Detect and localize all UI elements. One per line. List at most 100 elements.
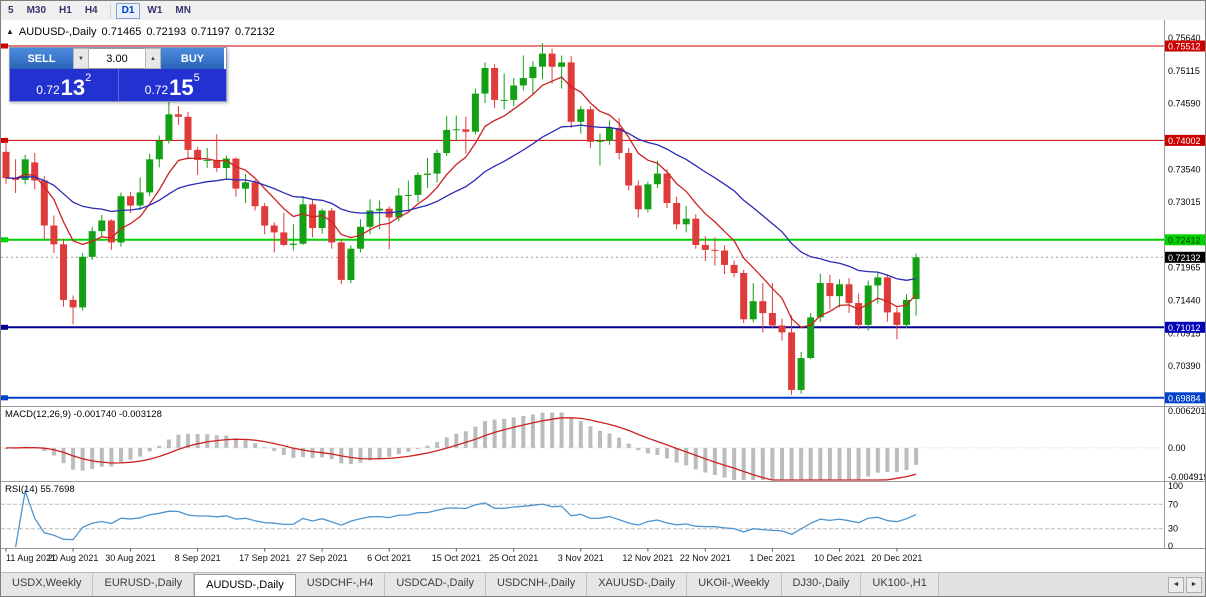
price-badge-0.71012: [1165, 321, 1205, 333]
chart-tabs: USDX,Weekly EURUSD-,Daily AUDUSD-,Daily USD…: [1, 573, 939, 596]
svg-text:0.75640: 0.75640: [1168, 33, 1201, 43]
chart-high-value: 0.72193: [146, 26, 187, 38]
chart-tab-eurusd-daily[interactable]: EURUSD-,Daily: [93, 573, 195, 596]
svg-text:0.006201: 0.006201: [1168, 406, 1205, 416]
tabs-scroll-left-button[interactable]: ◄: [1168, 576, 1184, 593]
price-badge-0.75512: [1165, 40, 1205, 52]
svg-text:12 Nov 2021: 12 Nov 2021: [622, 553, 673, 563]
candlestick-chart-canvas[interactable]: 0.75640 0.75115 0.74590 0.73540 0.73015 0.719…: [1, 20, 1205, 572]
chart-tab-audusd-daily[interactable]: AUDUSD-,Daily: [194, 574, 296, 596]
chart-tab-usdchf-h4[interactable]: USDCHF-,H4: [295, 573, 386, 596]
ma-fast-line: [5, 76, 917, 329]
level-line-handle[interactable]: [1, 237, 8, 243]
chart-tabs-bar: USDX,Weekly EURUSD-,Daily AUDUSD-,Daily USD…: [1, 572, 1205, 596]
macd-axis-labels: 0.006201 0.00 -0.004919: [1168, 406, 1205, 482]
rsi-axis-labels: 100 70 30 0: [1168, 481, 1183, 551]
svg-text:0.00: 0.00: [1168, 443, 1186, 453]
svg-text:0.75115: 0.75115: [1168, 66, 1200, 76]
svg-text:-0.004919: -0.004919: [1168, 472, 1205, 482]
svg-text:0.75512: 0.75512: [1168, 42, 1201, 52]
timeframe-button-h1[interactable]: H1: [53, 3, 78, 19]
svg-text:1 Dec 2021: 1 Dec 2021: [749, 553, 795, 563]
svg-text:0.69884: 0.69884: [1168, 393, 1201, 403]
svg-text:0.71012: 0.71012: [1168, 323, 1201, 333]
timeframe-button-mn[interactable]: MN: [169, 3, 197, 19]
svg-text:11 Aug 2021: 11 Aug 2021: [6, 553, 56, 563]
volume-decrease-button[interactable]: ▼: [73, 48, 89, 69]
svg-text:100: 100: [1168, 481, 1183, 491]
svg-text:0.70915: 0.70915: [1168, 328, 1201, 338]
chart-tab-usdcad-daily[interactable]: USDCAD-,Daily: [385, 573, 486, 596]
timeframe-button-m30[interactable]: M30: [21, 3, 52, 19]
chart-tab-ukoil-weekly[interactable]: UKOil-,Weekly: [687, 573, 782, 596]
timeframe-toolbar: 5 M30 H1 H4 D1 W1 MN: [1, 1, 1205, 21]
svg-text:0.71440: 0.71440: [1168, 296, 1201, 306]
svg-text:10 Dec 2021: 10 Dec 2021: [814, 553, 865, 563]
svg-text:0.74590: 0.74590: [1168, 99, 1201, 109]
chart-symbol-label: AUDUSD-,Daily: [18, 26, 97, 38]
buy-price-whole: 0.72: [144, 83, 169, 97]
rsi-line: [14, 488, 917, 548]
svg-text:0.73540: 0.73540: [1168, 164, 1201, 174]
volume-increase-button[interactable]: ▲: [145, 48, 161, 69]
sell-price-whole: 0.72: [36, 83, 60, 97]
scroll-right-icon: ►: [1190, 581, 1198, 588]
svg-text:0.73015: 0.73015: [1168, 197, 1201, 207]
trade-panel-controls: SELL ▼ ▲ BUY: [10, 48, 226, 69]
chart-open-value: 0.71465: [101, 26, 142, 38]
level-line-handle[interactable]: [1, 137, 8, 143]
price-badge-0.72132: [1165, 251, 1205, 263]
svg-text:15 Oct 2021: 15 Oct 2021: [432, 553, 481, 563]
macd-label: MACD(12,26,9) -0.001740 -0.003128: [5, 409, 162, 420]
chart-tab-uk100-h1[interactable]: UK100-,H1: [861, 573, 939, 596]
buy-button[interactable]: BUY: [161, 48, 224, 69]
svg-text:8 Sep 2021: 8 Sep 2021: [175, 553, 221, 563]
chart-title: ▲ AUDUSD-,Daily 0.71465 0.72193 0.71197 …: [6, 26, 275, 38]
tab-scroll-controls: ◄ ►: [1168, 573, 1205, 596]
svg-text:0.70390: 0.70390: [1168, 361, 1201, 371]
svg-text:0.74002: 0.74002: [1168, 136, 1201, 146]
level-line-handle[interactable]: [1, 43, 8, 49]
svg-text:17 Sep 2021: 17 Sep 2021: [239, 553, 290, 563]
down-arrow-icon: ▼: [78, 55, 84, 62]
volume-input[interactable]: [89, 48, 145, 69]
ma-slow-line: [5, 124, 917, 281]
buy-price-fraction: 5: [193, 72, 200, 84]
buy-price-pips: 15: [169, 75, 194, 101]
chart-tab-dj30-daily[interactable]: DJ30-,Daily: [781, 573, 862, 596]
svg-text:3 Nov 2021: 3 Nov 2021: [558, 553, 604, 563]
pane-separators: [1, 20, 1205, 549]
sell-price-display[interactable]: 0.72 13 2: [10, 69, 119, 101]
svg-text:27 Sep 2021: 27 Sep 2021: [297, 553, 348, 563]
svg-text:30 Aug 2021: 30 Aug 2021: [105, 553, 156, 563]
svg-text:0.72412: 0.72412: [1168, 235, 1201, 245]
timeframe-button-d1[interactable]: D1: [115, 2, 141, 19]
timeframe-button-w1[interactable]: W1: [141, 3, 168, 19]
trade-panel-prices: 0.72 13 2 0.72 15 5: [10, 69, 226, 101]
level-line-handle[interactable]: [1, 395, 8, 401]
svg-text:22 Nov 2021: 22 Nov 2021: [680, 553, 731, 563]
sell-button[interactable]: SELL: [10, 48, 73, 69]
scroll-left-icon: ◄: [1172, 581, 1180, 588]
chart-tab-usdx-weekly[interactable]: USDX,Weekly: [1, 573, 94, 596]
svg-text:20 Dec 2021: 20 Dec 2021: [871, 553, 922, 563]
chart-tab-xauusd-daily[interactable]: XAUUSD-,Daily: [587, 573, 688, 596]
chart-tab-usdcnh-daily[interactable]: USDCNH-,Daily: [485, 573, 588, 596]
svg-text:0.72132: 0.72132: [1168, 253, 1201, 263]
chart-symbol-icon: ▲: [6, 27, 14, 36]
tabs-scroll-right-button[interactable]: ►: [1186, 576, 1202, 593]
buy-price-display[interactable]: 0.72 15 5: [118, 69, 226, 101]
svg-text:0.71965: 0.71965: [1168, 263, 1201, 273]
level-line-handle[interactable]: [1, 324, 8, 330]
macd-signal-line: [6, 417, 917, 481]
timeframe-button-h4[interactable]: H4: [79, 3, 104, 19]
price-badge-0.69884: [1165, 392, 1205, 404]
svg-text:25 Oct 2021: 25 Oct 2021: [489, 553, 538, 563]
horizontal-level-lines[interactable]: [1, 43, 1164, 401]
toolbar-separator: [105, 3, 111, 18]
chart-area[interactable]: 0.75640 0.75115 0.74590 0.73540 0.73015 0.719…: [1, 20, 1205, 572]
timeframe-button-5[interactable]: 5: [2, 3, 20, 19]
candles: [2, 43, 920, 395]
